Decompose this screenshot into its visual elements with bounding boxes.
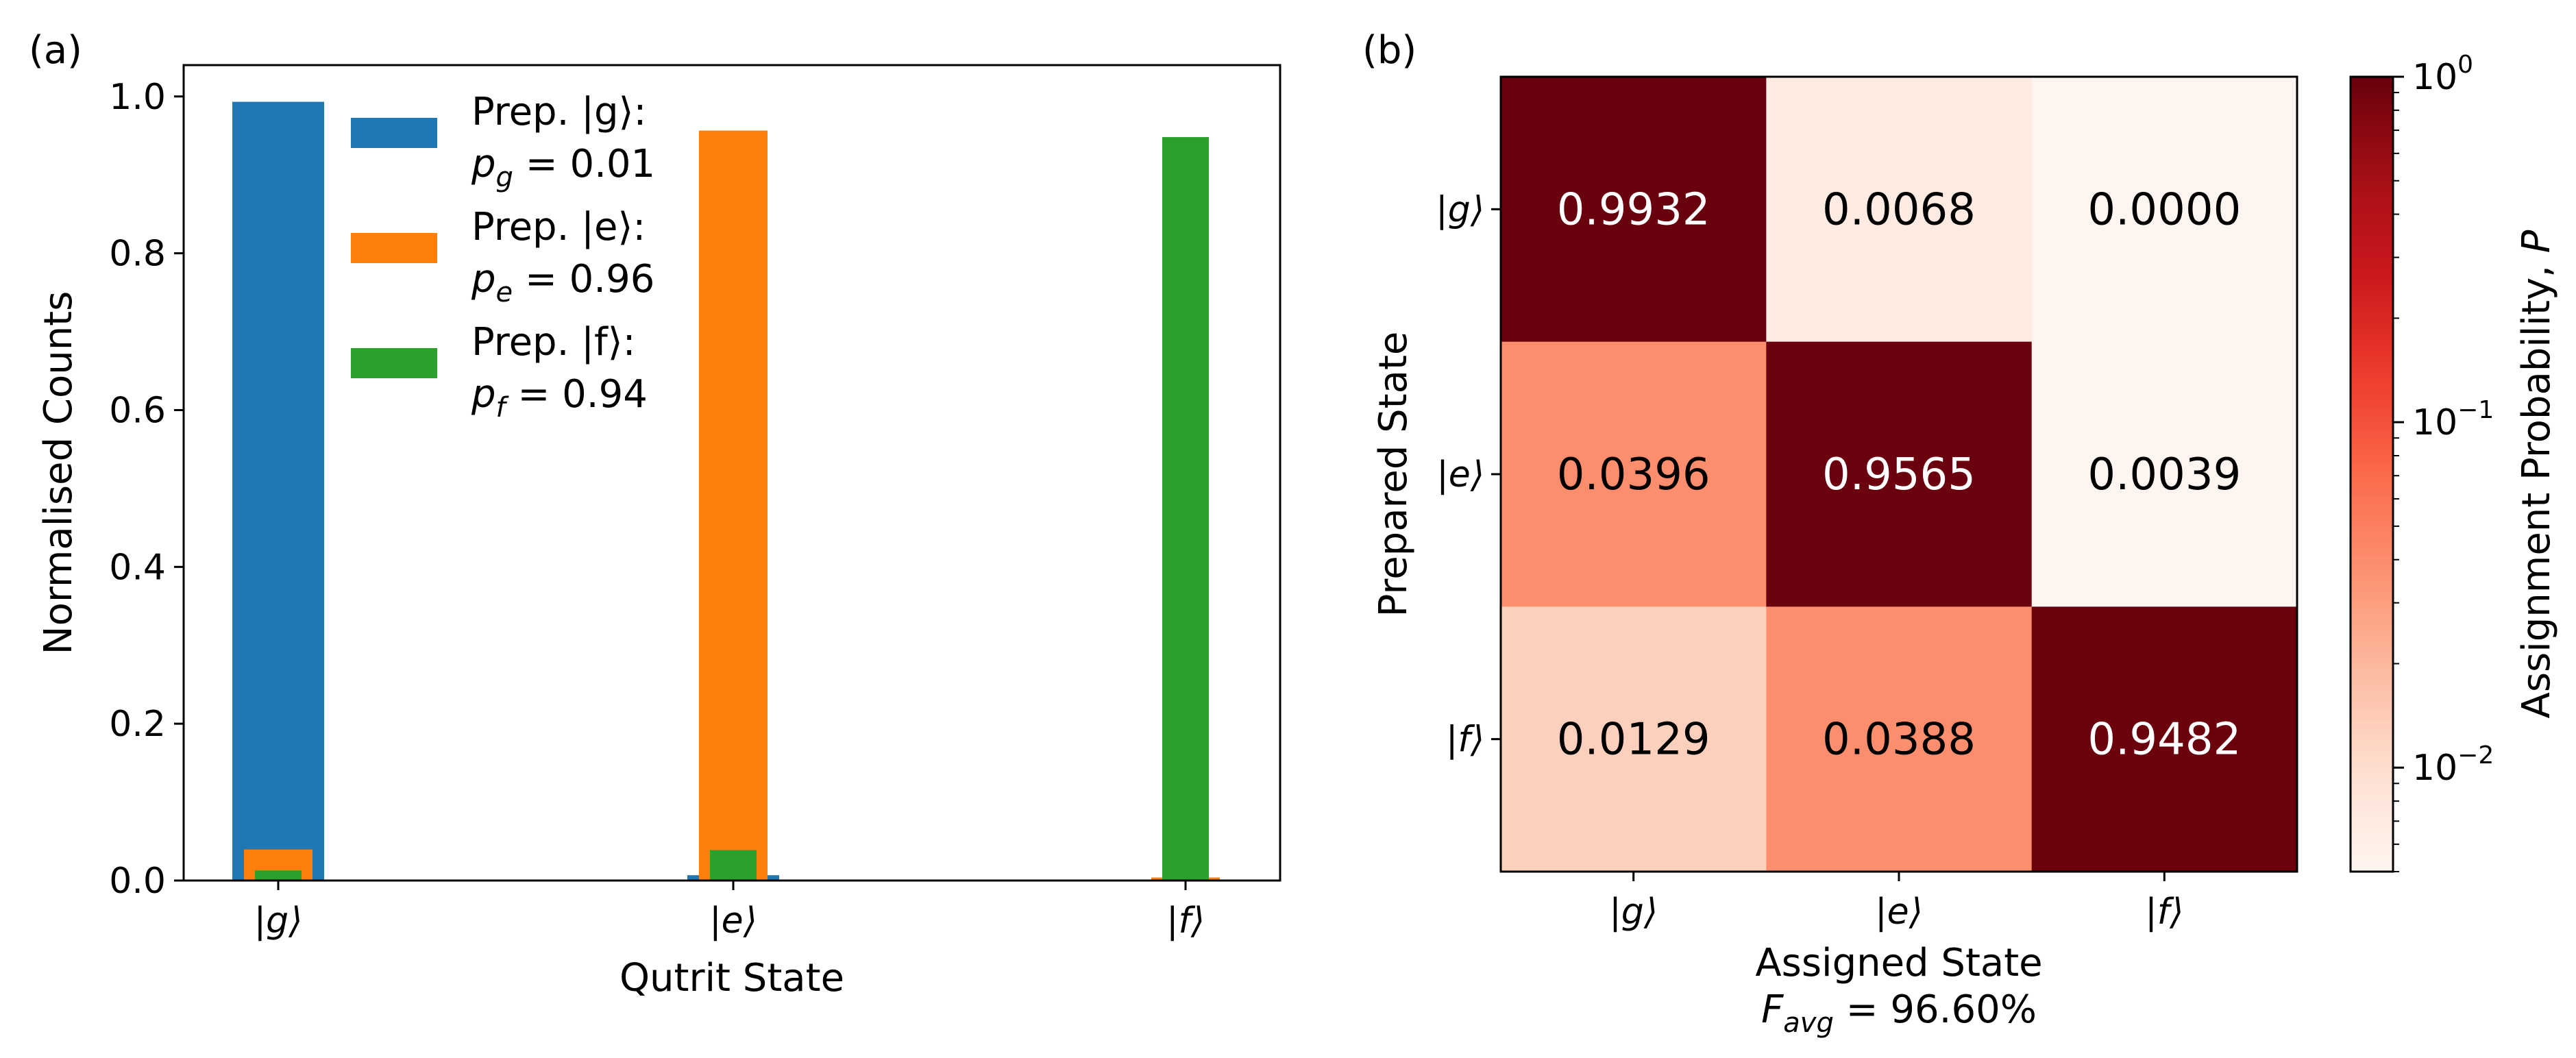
legend-entry-name: Prep. |f⟩:	[471, 320, 635, 365]
bar-f-0	[255, 870, 302, 881]
panel-b-heatmap: (b) 0.9932 0.0068 0.0000 0.0396 0.9565 0.0039…	[1362, 28, 2559, 1039]
heatmap-cell-value: 0.9482	[2087, 715, 2241, 765]
y-tick-label: 0.6	[109, 390, 166, 431]
y-tick-label: 0.0	[109, 861, 166, 902]
panel-b-label: (b)	[1362, 28, 1416, 73]
bar-f-1	[710, 850, 757, 881]
heatmap-cell	[1766, 606, 2033, 872]
panel-a-bar-chart: (a) 0.0 0.2 0.4 0.6 0.8 1.0 |g⟩ |e⟩ |f⟩ Qutrit …	[29, 28, 1281, 1000]
heatmap-cell-value: 0.0039	[2087, 450, 2241, 500]
heatmap-y-label: Prepared State	[1371, 332, 1416, 617]
x-tick-label: |g⟩	[1609, 891, 1658, 933]
legend-entry-prob: pg = 0.01	[471, 142, 655, 193]
heatmap-cell-value: 0.9565	[1822, 450, 1976, 500]
plot-frame	[182, 64, 1281, 882]
heatmap-cell	[2031, 341, 2298, 607]
heatmap-cell	[2031, 606, 2298, 872]
bar-e-1	[699, 130, 768, 881]
heatmap-cell	[1501, 606, 1767, 872]
legend-entry-prob: pe = 0.96	[471, 257, 654, 308]
legend-swatch-e	[351, 233, 437, 263]
y-axis-ticks: 0.0 0.2 0.4 0.6 0.8 1.0	[109, 77, 184, 902]
fidelity-label: Favg = 96.60%	[1761, 987, 2037, 1039]
colorbar-ticks: 100 10−1 10−2	[2393, 51, 2494, 872]
x-tick-label: |e⟩	[1875, 891, 1923, 933]
legend-entry-name: Prep. |g⟩:	[471, 90, 646, 134]
heatmap-cell	[2031, 77, 2298, 343]
heatmap-cell-value: 0.0068	[1822, 184, 1976, 235]
x-axis-ticks: |g⟩ |e⟩ |f⟩	[254, 881, 1205, 942]
heatmap-cell	[1766, 77, 2033, 343]
colorbar	[2349, 75, 2394, 873]
legend-entry-prob: pf = 0.94	[471, 372, 648, 423]
heatmap-cells: 0.9932 0.0068 0.0000 0.0396 0.9565 0.0039 0.01…	[1501, 77, 2298, 872]
y-tick-label: 1.0	[109, 77, 166, 118]
heatmap-cell-value: 0.0000	[2087, 184, 2241, 235]
legend-swatch-g	[351, 118, 437, 148]
heatmap-cell	[1501, 77, 1767, 343]
colorbar-tick-label: 10−2	[2412, 741, 2494, 789]
heatmap-cell-value: 0.0388	[1822, 715, 1976, 765]
heatmap-y-ticks: |g⟩ |e⟩ |f⟩	[1436, 189, 1501, 761]
x-tick-label: |g⟩	[254, 900, 303, 942]
x-axis-label: Qutrit State	[620, 956, 844, 1000]
bar-f-2	[1162, 137, 1209, 881]
heatmap-x-ticks: |g⟩ |e⟩ |f⟩	[1609, 872, 2183, 933]
heatmap-cell	[1766, 341, 2033, 607]
y-tick-label: 0.2	[109, 704, 166, 745]
y-tick-label: 0.8	[109, 234, 166, 275]
legend-swatch-f	[351, 348, 437, 378]
legend-entry-name: Prep. |e⟩:	[471, 205, 646, 249]
heatmap-cell-value: 0.9932	[1557, 184, 1710, 235]
x-tick-label: |e⟩	[709, 900, 757, 942]
x-tick-label: |f⟩	[1166, 900, 1205, 942]
legend: Prep. |g⟩: pg = 0.01 Prep. |e⟩: pe = 0.96 Pr…	[351, 90, 655, 423]
heatmap-cell-value: 0.0396	[1557, 450, 1710, 500]
heatmap-cell	[1501, 341, 1767, 607]
colorbar-label: Assignment Probability, P	[2514, 230, 2559, 718]
y-tick-label: |e⟩	[1436, 454, 1484, 495]
y-tick-label: 0.4	[109, 547, 166, 588]
y-axis-label: Normalised Counts	[36, 291, 81, 655]
y-tick-label: |g⟩	[1436, 189, 1484, 230]
x-tick-label: |f⟩	[2145, 891, 2183, 933]
colorbar-tick-label: 100	[2412, 51, 2473, 98]
colorbar-tick-label: 10−1	[2412, 396, 2494, 443]
panel-a-label: (a)	[29, 28, 82, 73]
heatmap-x-label: Assigned State	[1755, 941, 2042, 985]
y-tick-label: |f⟩	[1446, 719, 1484, 761]
heatmap-cell-value: 0.0129	[1557, 715, 1710, 765]
bar-g-0	[232, 101, 324, 881]
bar-group	[232, 101, 1220, 881]
